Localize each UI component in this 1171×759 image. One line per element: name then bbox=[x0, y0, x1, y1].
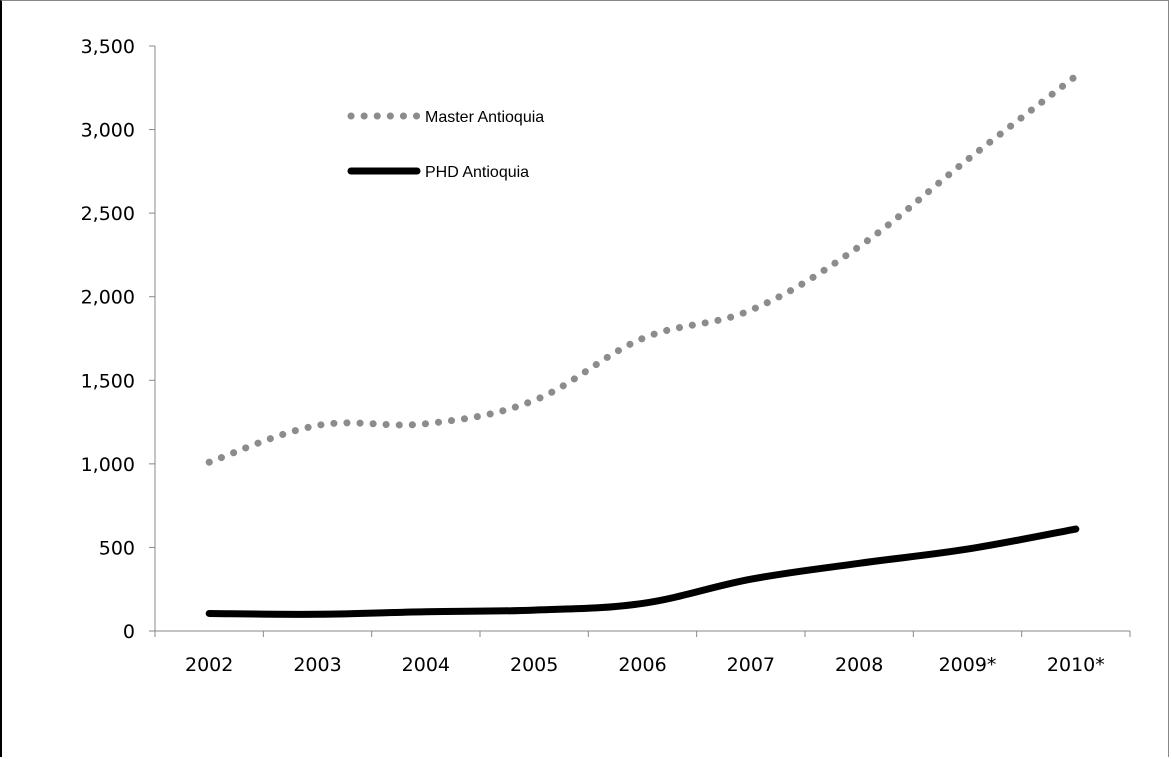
series-line-phd bbox=[205, 525, 1080, 618]
x-tick-label: 2003 bbox=[293, 654, 341, 676]
x-tick-label: 2009* bbox=[939, 654, 997, 676]
x-tick-label: 2005 bbox=[510, 654, 558, 676]
y-tick-label: 500 bbox=[99, 537, 135, 559]
x-tick-label: 2007 bbox=[727, 654, 775, 676]
x-tick-label: 2006 bbox=[618, 654, 666, 676]
series-group bbox=[205, 72, 1080, 618]
series-line-master bbox=[205, 72, 1080, 466]
y-tick-label: 0 bbox=[123, 621, 135, 643]
y-tick-label: 1,000 bbox=[81, 454, 135, 476]
y-tick-label: 2,000 bbox=[81, 287, 135, 309]
x-tick-label: 2002 bbox=[185, 654, 233, 676]
y-ticks: 0 500 1,000 1,500 2,000 2,500 3,000 3,500 bbox=[81, 36, 155, 643]
x-tick-label: 2008 bbox=[835, 654, 883, 676]
x-tick-label: 2010* bbox=[1047, 654, 1105, 676]
legend-label: PHD Antioquia bbox=[425, 164, 529, 181]
x-tick-label: 2004 bbox=[402, 654, 450, 676]
y-tick-label: 2,500 bbox=[81, 203, 135, 225]
legend: Master Antioquia PHD Antioquia bbox=[347, 109, 544, 181]
y-tick-label: 3,500 bbox=[81, 36, 135, 58]
legend-label: Master Antioquia bbox=[425, 109, 544, 126]
y-tick-label: 1,500 bbox=[81, 370, 135, 392]
y-tick-label: 3,000 bbox=[81, 120, 135, 142]
x-ticks: 2002 2003 2004 2005 2006 2007 2008 2009* 2010* bbox=[154, 631, 1131, 676]
axes bbox=[154, 46, 1130, 632]
